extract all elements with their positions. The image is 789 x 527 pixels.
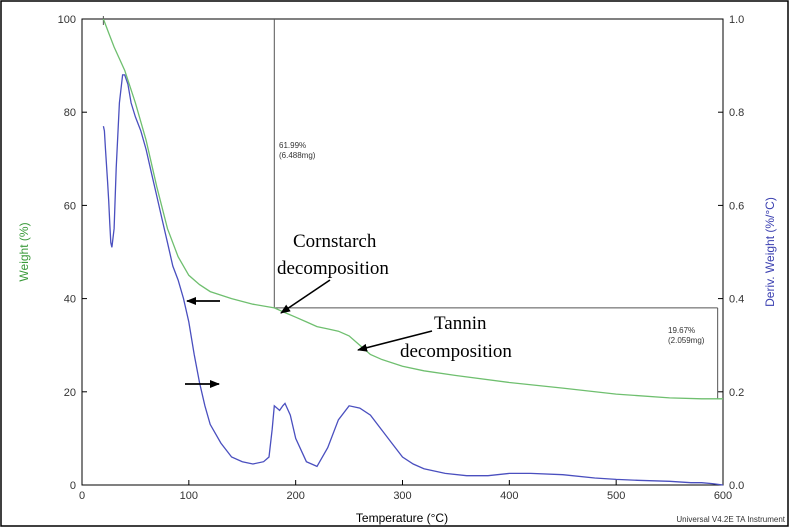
x-tick-label: 100 [180, 490, 198, 502]
y-left-tick-label: 60 [64, 200, 76, 212]
step2-mg-label: (2.059mg) [668, 336, 705, 345]
x-axis-label: Temperature (°C) [356, 511, 448, 525]
cornstarch-label-line1: Cornstarch [293, 231, 377, 252]
x-tick-label: 0 [79, 490, 85, 502]
step2-percent-label: 19.67% [668, 326, 695, 335]
tannin-label-line2: decomposition [400, 341, 512, 362]
y-left-axis-ticks: 0 20 40 60 80 100 [58, 14, 87, 492]
x-tick-label: 500 [607, 490, 625, 502]
y-right-tick-label: 0.6 [729, 200, 744, 212]
x-tick-label: 600 [714, 490, 732, 502]
y-right-tick-label: 0.2 [729, 387, 744, 399]
x-tick-label: 300 [393, 490, 411, 502]
y-right-axis-label: Deriv. Weight (%/°C) [763, 197, 777, 307]
deriv-weight-line [102, 74, 724, 486]
x-axis-ticks: 0 100 200 300 400 500 600 [79, 480, 732, 502]
y-left-tick-label: 0 [70, 480, 76, 492]
y-right-tick-label: 0.8 [729, 107, 744, 119]
y-right-axis-ticks: 0.0 0.2 0.4 0.6 0.8 1.0 [718, 14, 744, 492]
tannin-arrow [357, 330, 433, 352]
y-left-tick-label: 100 [58, 14, 76, 26]
y-left-tick-label: 40 [64, 294, 76, 306]
cornstarch-label-line2: decomposition [277, 258, 389, 279]
weight-line [102, 18, 723, 400]
y-right-tick-label: 0.0 [729, 480, 744, 492]
step1-percent-label: 61.99% [279, 141, 306, 150]
tannin-label-line1: Tannin [434, 313, 487, 334]
x-tick-label: 400 [500, 490, 518, 502]
y-right-tick-label: 0.4 [729, 294, 744, 306]
y-right-tick-label: 1.0 [729, 14, 744, 26]
y-left-axis-label: Weight (%) [17, 222, 31, 281]
plot-frame [81, 18, 724, 486]
step1-mg-label: (6.488mg) [279, 151, 316, 160]
x-tick-label: 200 [286, 490, 304, 502]
software-footer: Universal V4.2E TA Instrument [676, 515, 785, 524]
y-left-tick-label: 20 [64, 387, 76, 399]
y-left-tick-label: 80 [64, 107, 76, 119]
cornstarch-arrow [280, 279, 331, 314]
